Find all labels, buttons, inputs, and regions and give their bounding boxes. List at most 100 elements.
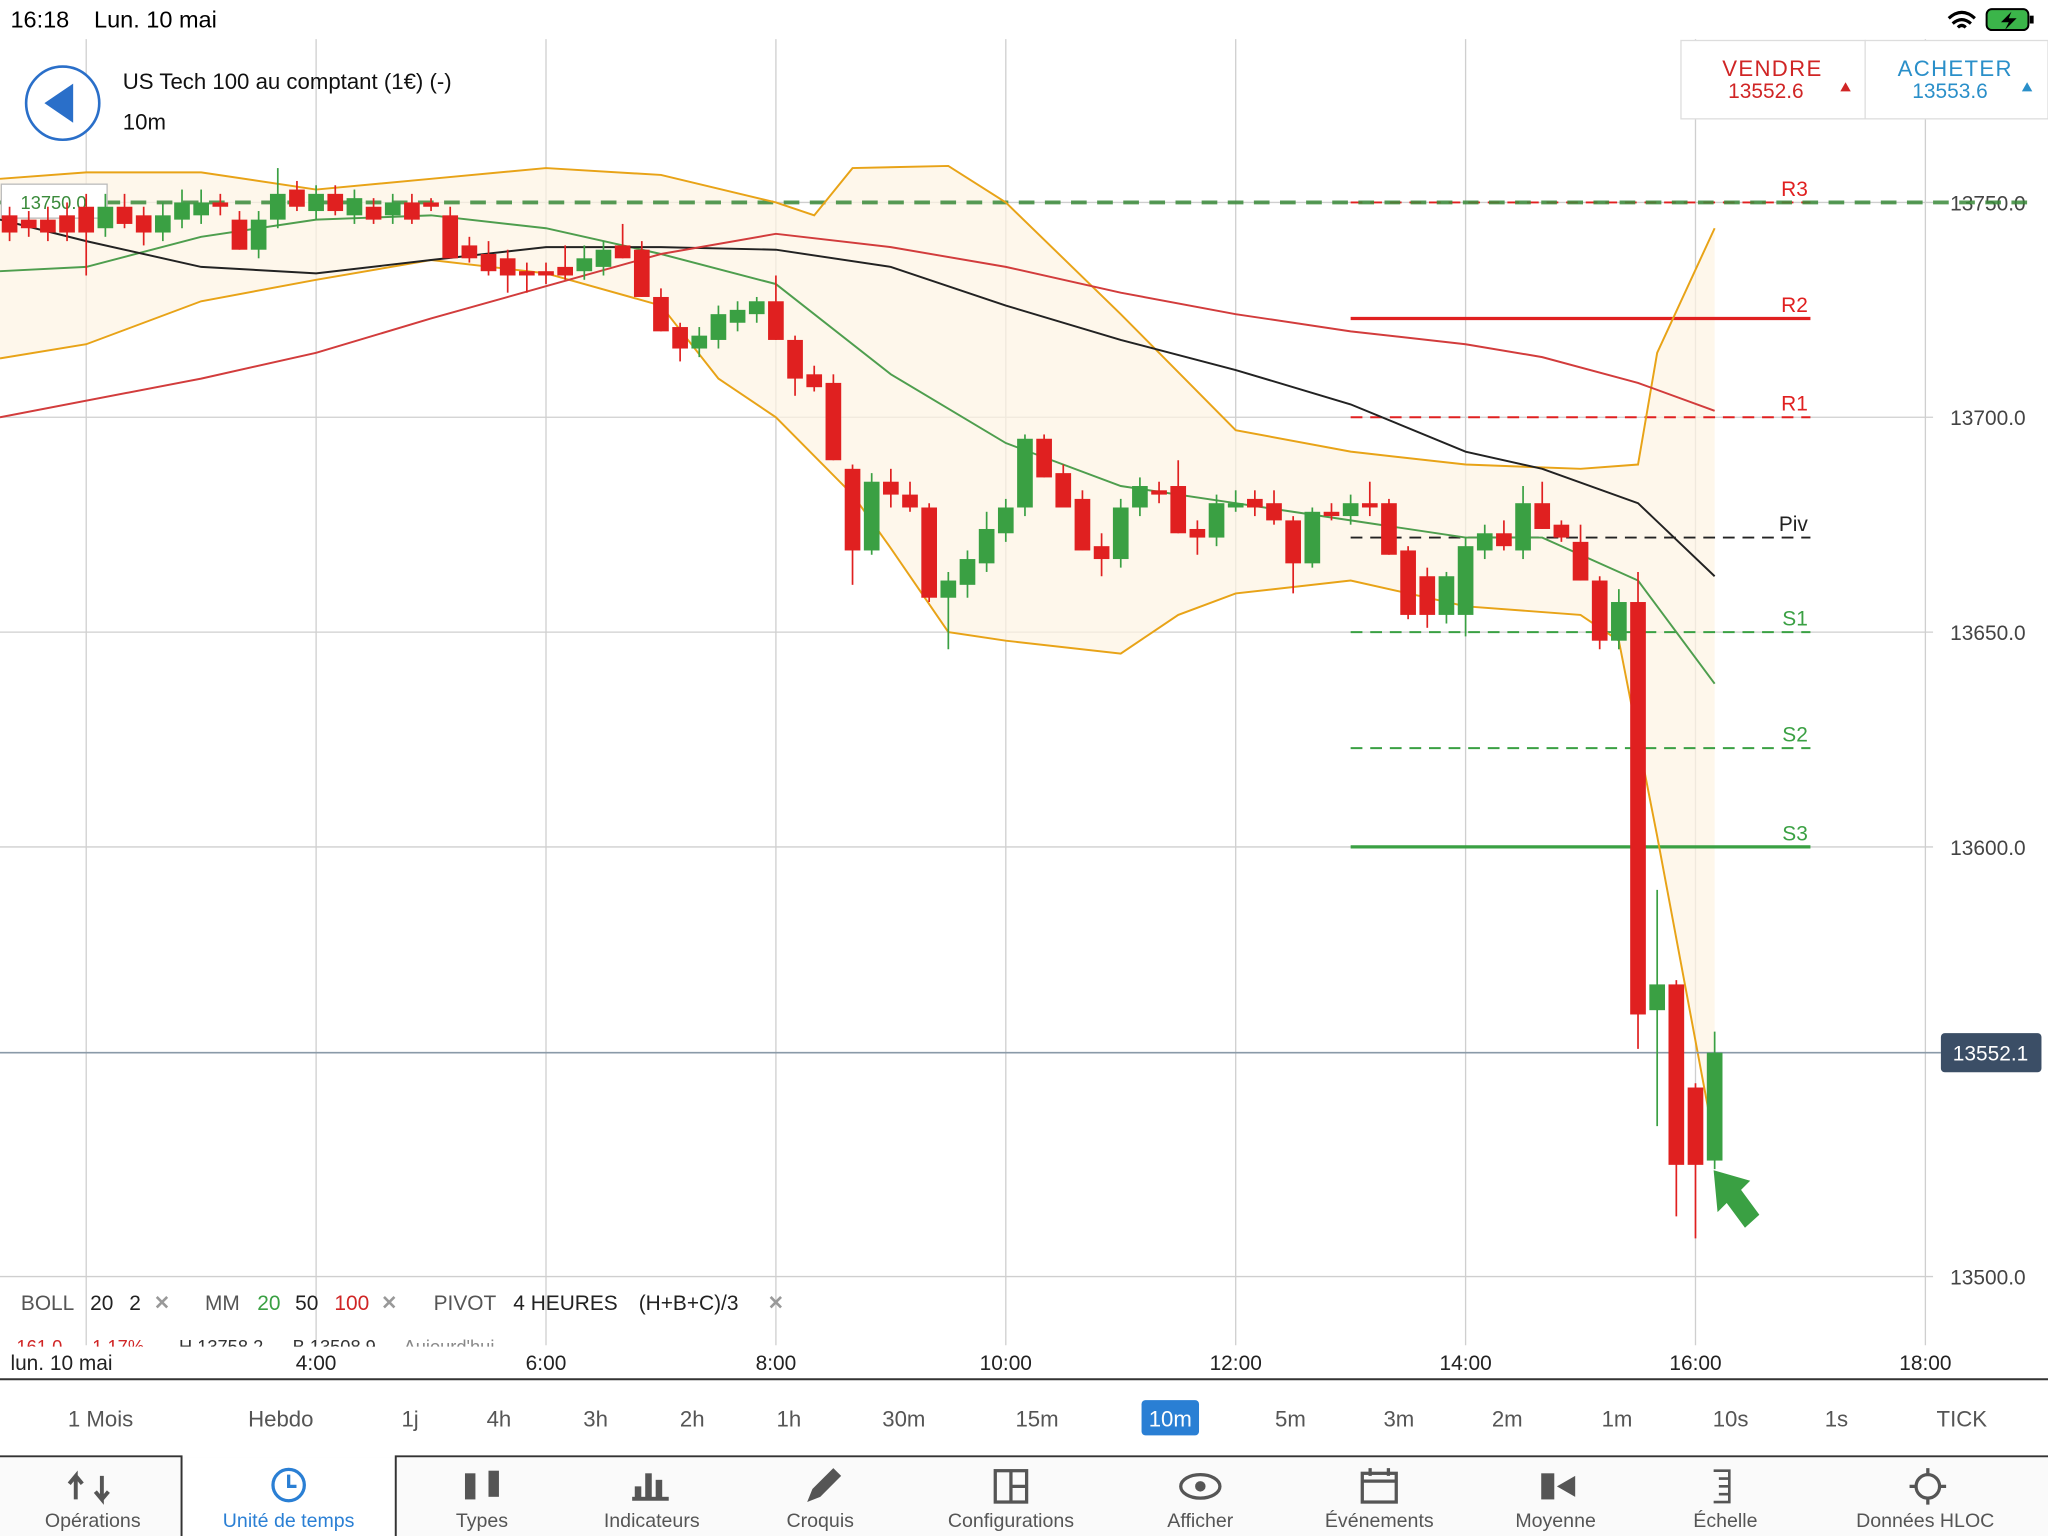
timeframe-label: 2h — [680, 1406, 705, 1431]
candle-body — [902, 494, 918, 508]
timeframe-button[interactable]: 1s — [1825, 1406, 1848, 1431]
candle-body — [1304, 511, 1321, 564]
stat-period: Aujourd'hui — [404, 1336, 495, 1357]
buy-button[interactable]: ACHETER 13553.6 — [1864, 39, 2048, 120]
x-tick-label: 6:00 — [526, 1352, 567, 1375]
instrument-title: US Tech 100 au comptant (1€) (-) — [123, 69, 452, 94]
timeframe-label: 1h — [777, 1406, 802, 1431]
timeframe-label: 10s — [1713, 1406, 1749, 1431]
toolbar-button[interactable]: Opérations — [45, 1510, 141, 1532]
candle-body — [1534, 503, 1551, 529]
candle-body — [1112, 507, 1129, 560]
indicator-line — [0, 218, 1716, 577]
toolbar-button[interactable]: Unité de temps — [223, 1510, 355, 1532]
timeframe-button[interactable]: 1m — [1602, 1406, 1633, 1431]
toolbar-button[interactable]: Échelle — [1693, 1509, 1757, 1532]
indicator-legend: BOLL 20 2 MM 20 50 100 PIVOT 4 HEURES (H… — [21, 1292, 782, 1315]
toolbar-button[interactable]: Croquis — [787, 1510, 855, 1532]
y-tick-label: 13700.0 — [1950, 407, 2025, 430]
indicator-line — [0, 259, 1716, 1144]
sell-button[interactable]: VENDRE 13552.6 — [1680, 39, 1866, 120]
candle-body — [1457, 546, 1474, 615]
candle-body — [1036, 438, 1052, 478]
candle-body — [40, 219, 56, 233]
remove-button[interactable] — [155, 1296, 169, 1309]
candle-body — [863, 481, 880, 551]
toolbar-button[interactable]: Afficher — [1167, 1510, 1233, 1532]
toolbar-button[interactable]: Indicateurs — [604, 1510, 700, 1532]
candle-body — [116, 206, 133, 224]
timeframe-button[interactable]: 1 Mois — [68, 1406, 133, 1431]
timeframe-button[interactable]: 1h — [777, 1406, 802, 1431]
candle-body — [1400, 550, 1416, 615]
candle-body — [748, 301, 765, 315]
timeframe-button[interactable]: 4h — [487, 1406, 512, 1431]
candle-body — [519, 271, 535, 276]
timeframe-button[interactable]: 30m — [882, 1406, 925, 1431]
x-tick-label: 8:00 — [756, 1352, 797, 1375]
candle-body — [384, 202, 401, 216]
candle-body — [806, 374, 823, 388]
timeframe-button[interactable]: TICK — [1937, 1406, 1988, 1431]
timeframe-button[interactable]: 10s — [1713, 1406, 1749, 1431]
selected-highlight — [1141, 1400, 1200, 1436]
timeframe-button[interactable]: 10m — [1141, 1400, 1200, 1436]
timeframe-button[interactable]: 5m — [1275, 1406, 1306, 1431]
stat-change-pct: -1.17% — [86, 1336, 144, 1357]
candle-body — [1323, 511, 1340, 517]
candle-body — [327, 193, 344, 212]
last-price-box — [1940, 1033, 2042, 1073]
arrow-icon — [1713, 1170, 1760, 1228]
remove-button[interactable] — [769, 1296, 782, 1309]
candle-body — [1285, 520, 1302, 564]
timeframe-button[interactable]: 2m — [1492, 1406, 1523, 1431]
toolbar-label: Échelle — [1693, 1509, 1757, 1532]
timeframe-button[interactable]: 15m — [1015, 1406, 1058, 1431]
timeframe-label: TICK — [1937, 1406, 1988, 1431]
candle-body — [193, 202, 209, 216]
toolbar-button[interactable]: Types — [456, 1510, 508, 1532]
timeframe-label: 1 Mois — [68, 1406, 133, 1431]
pivot-label: S3 — [1782, 822, 1808, 845]
timeframe-button[interactable]: Hebdo — [248, 1406, 313, 1431]
y-tick-label: 13650.0 — [1950, 622, 2025, 645]
toolbar-button[interactable]: Configurations — [948, 1510, 1074, 1532]
timeframe-button[interactable]: 3m — [1383, 1406, 1414, 1431]
candle-body — [825, 382, 842, 461]
toolbar-button[interactable]: Moyenne — [1515, 1510, 1596, 1532]
timeframe-label: 3m — [1383, 1406, 1414, 1431]
indicator-param: 50 — [295, 1292, 318, 1315]
candle-body — [499, 258, 516, 276]
back-button[interactable] — [24, 65, 101, 142]
candle-body — [59, 215, 75, 233]
candle-body — [1649, 984, 1666, 1011]
candle-body — [155, 215, 171, 233]
candle-body — [997, 507, 1014, 534]
toolbar-border — [0, 1455, 2048, 1536]
candle-body — [1074, 498, 1091, 551]
candle-body — [672, 327, 688, 349]
sell-label: VENDRE — [1722, 56, 1822, 81]
indicator-line — [0, 232, 1715, 419]
candle-body — [1132, 486, 1148, 508]
toolbar-button[interactable]: Événements — [1325, 1509, 1434, 1532]
timeframe-button[interactable]: 3h — [583, 1406, 608, 1431]
x-tick-label: 14:00 — [1439, 1352, 1491, 1375]
timeframe-button[interactable]: 1j — [401, 1406, 418, 1431]
stat-low: B 13508.9 — [293, 1336, 376, 1357]
candle-body — [595, 249, 612, 267]
candle-body — [212, 202, 229, 207]
timeframe-button[interactable]: 2h — [680, 1406, 705, 1431]
candle-body — [883, 481, 899, 495]
remove-button[interactable] — [383, 1296, 396, 1309]
timeframe-bar: 1 Mois Hebdo 1j 4h 3h 2h 1h 30m 15m 10m 5m 3m 2m 1m 10… — [68, 1400, 1988, 1436]
candle-body — [461, 245, 478, 259]
timeframe-label: 10m — [123, 109, 166, 134]
candle-body — [1017, 438, 1033, 508]
candle-body — [653, 296, 669, 332]
toolbar-button[interactable]: Données HLOC — [1856, 1510, 1994, 1532]
timeframe-label: 1j — [401, 1406, 418, 1431]
pivot-label: Piv — [1779, 513, 1809, 536]
last-price-label: 13552.1 — [1953, 1043, 2028, 1066]
indicator-param: 100 — [334, 1292, 369, 1315]
